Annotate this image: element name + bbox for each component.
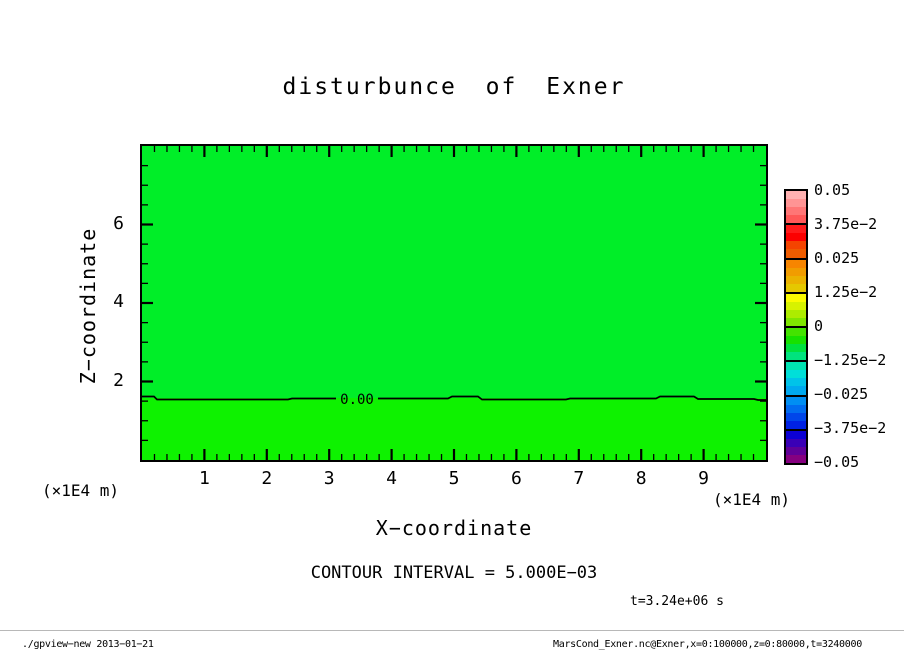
footer-program-date: ./gpview−new 2013−01−21 <box>22 639 154 650</box>
colorbar-strip <box>786 191 806 200</box>
zero-contour-line-right <box>378 395 766 401</box>
colorbar-strip <box>786 283 806 292</box>
colorbar-strip <box>786 293 806 302</box>
colorbar-tick-label: 3.75e−2 <box>814 215 878 233</box>
colorbar-labels: 0.05 3.75e−2 0.025 1.25e−2 0 −1.25e−2 −0.025 −3… <box>814 181 900 471</box>
colorbar-tick-label: 0 <box>814 317 824 335</box>
colorbar-strip <box>786 370 806 379</box>
colorbar-box <box>786 259 806 294</box>
y-tick-labels: 2 4 6 <box>98 146 126 460</box>
colorbar-strip <box>786 412 806 421</box>
colorbar-strip <box>786 225 806 234</box>
colorbar-strip <box>786 386 806 395</box>
footer-divider <box>0 630 904 631</box>
plot-title: disturbunce of Exner <box>282 74 626 100</box>
colorbar-box <box>786 293 806 328</box>
contour-interval-caption: CONTOUR INTERVAL = 5.000E−03 <box>310 563 598 583</box>
colorbar-strip <box>786 446 806 455</box>
x-tick-label: 5 <box>448 468 460 489</box>
colorbar-strip <box>786 362 806 371</box>
colorbar-strip <box>786 336 806 345</box>
colorbar-box <box>786 328 806 363</box>
colorbar-strip <box>786 344 806 353</box>
colorbar-strip <box>786 267 806 276</box>
z-axis-unit: (×1E4 m) <box>42 481 120 500</box>
colorbar-strip <box>786 309 806 318</box>
colorbar-tick-label: −0.025 <box>814 385 869 403</box>
z-tick-label: 4 <box>113 291 124 312</box>
colorbar-strip <box>786 233 806 242</box>
x-tick-label: 6 <box>510 468 522 489</box>
colorbar-strip <box>786 454 806 463</box>
colorbar-tick-label: 1.25e−2 <box>814 283 878 301</box>
colorbar-strip <box>786 249 806 258</box>
colorbar-strip <box>786 241 806 250</box>
zero-contour-label: 0.00 <box>340 392 374 408</box>
x-axis-unit: (×1E4 m) <box>712 490 790 509</box>
colorbar-strip <box>786 301 806 310</box>
x-tick-label: 7 <box>573 468 585 489</box>
x-tick-label: 3 <box>323 468 335 489</box>
colorbar-box <box>786 430 806 463</box>
axis-ticks <box>142 146 766 460</box>
colorbar-strip <box>786 404 806 413</box>
colorbar-strip <box>786 438 806 447</box>
footer-data-source: MarsCond_Exner.nc@Exner,x=0:100000,z=0:8… <box>553 639 862 650</box>
colorbar-tick-label: −3.75e−2 <box>814 419 887 437</box>
colorbar-strip <box>786 199 806 208</box>
colorbar-box <box>786 362 806 397</box>
colorbar-tick-label: 0.05 <box>814 181 851 199</box>
zero-contour-line-left <box>142 395 336 401</box>
colorbar-strip <box>786 215 806 224</box>
colorbar-strip <box>786 317 806 326</box>
x-tick-labels: 1 2 3 4 5 6 7 8 9 <box>142 468 766 490</box>
colorbar-strip <box>786 378 806 387</box>
colorbar-strip <box>786 396 806 405</box>
colorbar-tick-label: −0.05 <box>814 453 860 471</box>
x-tick-label: 9 <box>698 468 710 489</box>
z-tick-label: 6 <box>113 212 124 234</box>
colorbar-tick-label: 0.025 <box>814 249 860 267</box>
colorbar-strip <box>786 420 806 429</box>
colorbar-strip <box>786 259 806 268</box>
time-label: t=3.24e+06 s <box>630 594 724 609</box>
colorbar-box <box>786 396 806 431</box>
colorbar-tick-label: −1.25e−2 <box>814 351 887 369</box>
colorbar-box <box>786 225 806 260</box>
colorbar-strip <box>786 328 806 337</box>
x-tick-label: 2 <box>261 468 273 489</box>
z-axis-label: Z−coordinate <box>76 227 100 385</box>
x-tick-label: 1 <box>198 468 210 489</box>
colorbar-strip <box>786 352 806 361</box>
colorbar <box>784 189 808 465</box>
z-tick-label: 2 <box>113 369 124 391</box>
colorbar-strip <box>786 430 806 439</box>
colorbar-box <box>786 191 806 226</box>
plot-ticks-and-contour: 0.00 <box>142 146 766 460</box>
colorbar-strip <box>786 207 806 216</box>
plot-area: 0.00 <box>140 144 768 462</box>
colorbar-strip <box>786 275 806 284</box>
x-tick-label: 8 <box>635 468 647 489</box>
x-axis-label: X−coordinate <box>375 516 533 540</box>
x-tick-label: 4 <box>386 468 398 489</box>
